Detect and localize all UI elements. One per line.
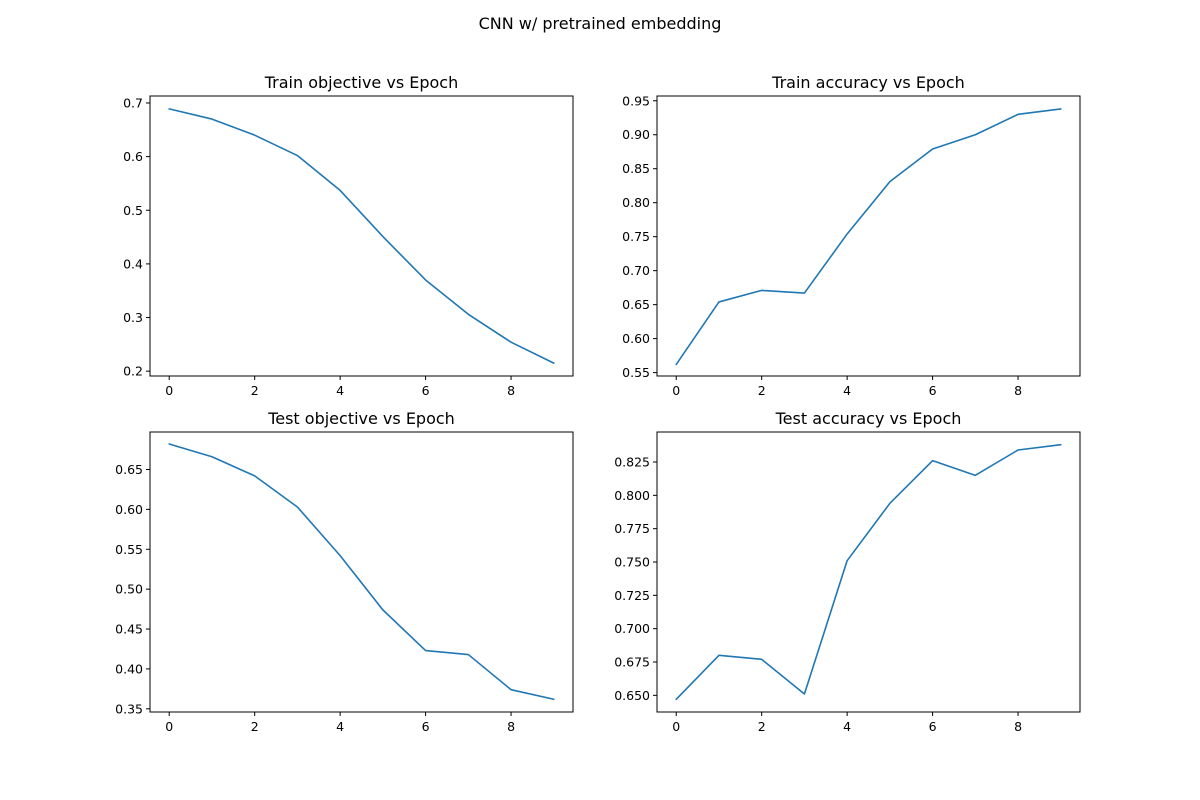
test-accuracy-xtick-label: 4 <box>843 719 851 734</box>
test-accuracy-xtick-label: 2 <box>758 719 766 734</box>
train-accuracy-ytick-label: 0.80 <box>622 195 650 210</box>
test-accuracy-ytick-label: 0.700 <box>614 621 650 636</box>
train-objective-frame <box>149 95 574 377</box>
test-objective-series-line <box>168 443 555 701</box>
train-accuracy-title: Train accuracy vs Epoch <box>771 73 965 92</box>
train-accuracy-ytick-label: 0.85 <box>622 161 650 176</box>
test-accuracy-frame <box>656 431 1081 713</box>
train-accuracy-series-line <box>675 108 1062 366</box>
test-objective-ytick-label: 0.55 <box>115 542 143 557</box>
test-objective-frame <box>149 431 574 713</box>
test-accuracy-title: Test accuracy vs Epoch <box>775 409 962 428</box>
train-objective-ytick-label: 0.3 <box>123 310 143 325</box>
train-objective-xtick-label: 0 <box>165 383 173 398</box>
test-accuracy-ytick-label: 0.775 <box>614 521 650 536</box>
train-objective-xtick-label: 8 <box>507 383 515 398</box>
train-objective-axes: Train objective vs Epoch 0 2 4 6 8 0.2 0.3 0.4 0.… <box>123 73 574 398</box>
test-accuracy-xtick-label: 8 <box>1014 719 1022 734</box>
train-accuracy-axes: Train accuracy vs Epoch 0 2 4 6 8 0.55 0.60 0.65… <box>622 73 1081 398</box>
test-accuracy-ytick-label: 0.650 <box>614 688 650 703</box>
train-objective-title: Train objective vs Epoch <box>264 73 459 92</box>
test-accuracy-ytick-label: 0.825 <box>614 455 650 470</box>
figure-title: CNN w/ pretrained embedding <box>479 14 722 33</box>
test-objective-ytick-label: 0.65 <box>115 462 143 477</box>
test-accuracy-xtick-label: 6 <box>929 719 937 734</box>
train-objective-ytick-label: 0.4 <box>123 256 143 271</box>
test-objective-xtick-label: 2 <box>251 719 259 734</box>
train-accuracy-xtick-label: 2 <box>758 383 766 398</box>
test-objective-ytick-label: 0.35 <box>115 701 143 716</box>
test-accuracy-xtick-label: 0 <box>672 719 680 734</box>
train-objective-xtick-label: 6 <box>422 383 430 398</box>
test-accuracy-ytick-label: 0.725 <box>614 588 650 603</box>
test-objective-title: Test objective vs Epoch <box>267 409 455 428</box>
test-accuracy-axes: Test accuracy vs Epoch 0 2 4 6 8 0.650 0.675 0.7… <box>614 409 1081 734</box>
train-accuracy-xtick-label: 0 <box>672 383 680 398</box>
test-objective-ytick-label: 0.60 <box>115 502 143 517</box>
train-accuracy-xtick-label: 6 <box>929 383 937 398</box>
train-objective-ytick-label: 0.6 <box>123 149 143 164</box>
train-objective-ytick-label: 0.7 <box>123 95 143 110</box>
train-accuracy-xtick-label: 4 <box>843 383 851 398</box>
test-objective-xtick-label: 6 <box>422 719 430 734</box>
test-objective-ytick-label: 0.45 <box>115 622 143 637</box>
test-objective-xtick-label: 8 <box>507 719 515 734</box>
train-accuracy-xtick-label: 8 <box>1014 383 1022 398</box>
test-objective-ytick-label: 0.40 <box>115 661 143 676</box>
test-accuracy-series-line <box>675 443 1062 701</box>
train-accuracy-ytick-label: 0.95 <box>622 93 650 108</box>
train-accuracy-ytick-label: 0.60 <box>622 331 650 346</box>
train-objective-ytick-label: 0.5 <box>123 203 143 218</box>
test-objective-xtick-label: 0 <box>165 719 173 734</box>
test-accuracy-ytick-label: 0.675 <box>614 655 650 670</box>
train-objective-series-line <box>168 108 555 364</box>
axes-grid: Train objective vs Epoch 0 2 4 6 8 0.2 0.3 0.4 0.… <box>115 73 1081 734</box>
test-objective-axes: Test objective vs Epoch 0 2 4 6 8 0.35 0.40 0.45… <box>115 409 574 734</box>
test-accuracy-ytick-label: 0.800 <box>614 488 650 503</box>
train-accuracy-ytick-label: 0.65 <box>622 297 650 312</box>
train-objective-xtick-label: 2 <box>251 383 259 398</box>
test-objective-xtick-label: 4 <box>336 719 344 734</box>
train-accuracy-ytick-label: 0.55 <box>622 365 650 380</box>
train-objective-xtick-label: 4 <box>336 383 344 398</box>
train-accuracy-ytick-label: 0.75 <box>622 229 650 244</box>
train-accuracy-ytick-label: 0.70 <box>622 263 650 278</box>
train-accuracy-frame <box>656 95 1081 377</box>
test-accuracy-ytick-label: 0.750 <box>614 555 650 570</box>
train-accuracy-ytick-label: 0.90 <box>622 127 650 142</box>
test-objective-ytick-label: 0.50 <box>115 582 143 597</box>
train-objective-ytick-label: 0.2 <box>123 364 143 379</box>
